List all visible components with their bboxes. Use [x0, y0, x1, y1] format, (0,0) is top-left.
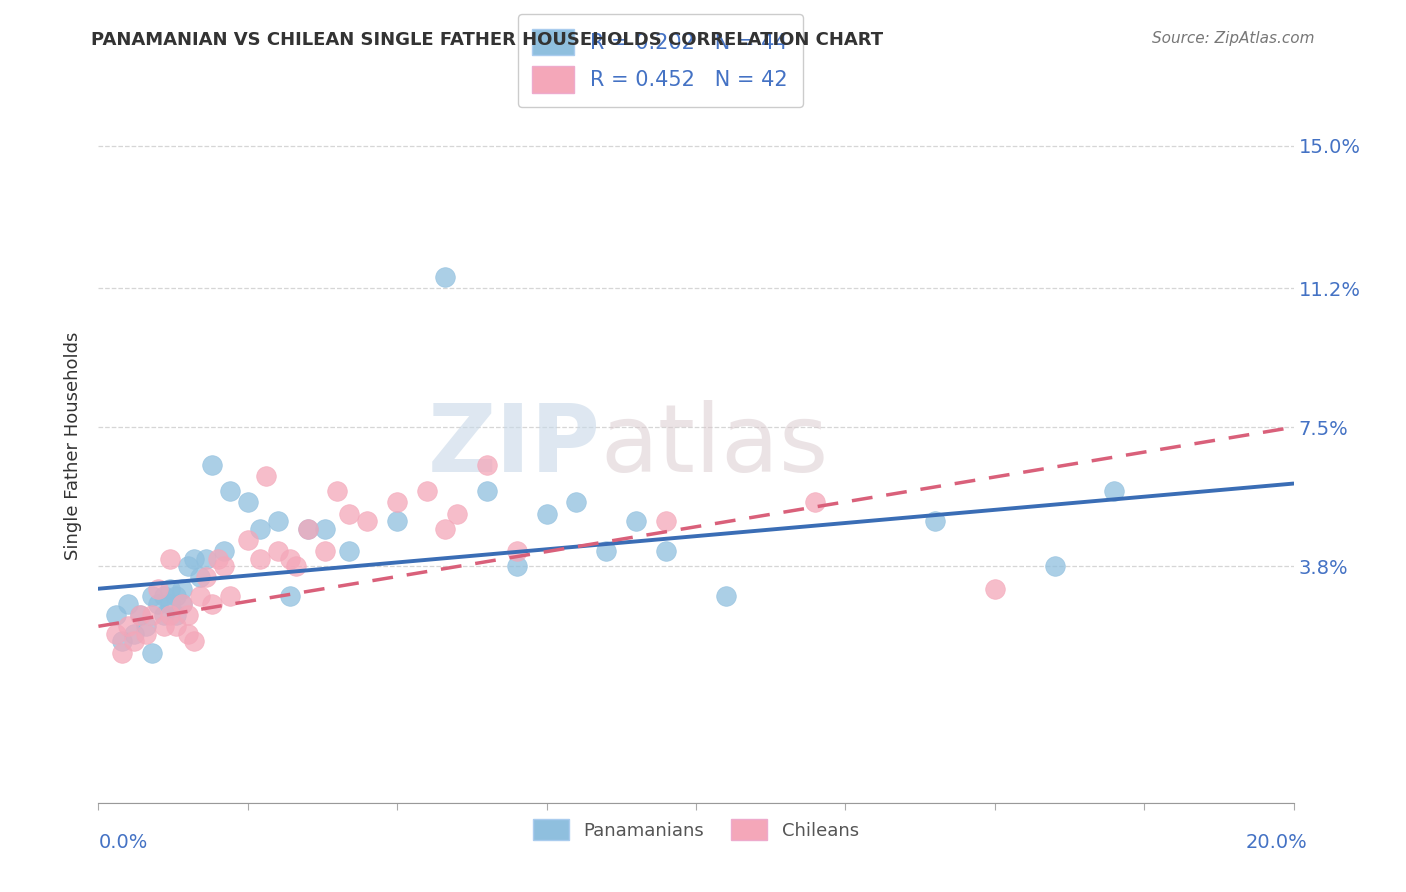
Point: [141, 646, 163, 660]
Text: atlas: atlas: [600, 400, 828, 492]
Point: [236, 495, 259, 509]
Point: [315, 522, 337, 536]
Point: [1104, 484, 1126, 499]
Point: [475, 458, 498, 472]
Point: [278, 589, 301, 603]
Point: [111, 646, 134, 660]
Point: [212, 559, 235, 574]
Point: [219, 589, 242, 603]
Point: [339, 507, 361, 521]
Point: [105, 627, 128, 641]
Point: [153, 607, 176, 622]
Point: [172, 597, 194, 611]
Point: [195, 570, 218, 584]
Point: [201, 458, 224, 472]
Point: [183, 551, 205, 566]
Point: [284, 559, 307, 574]
Point: [159, 597, 181, 611]
Point: [165, 619, 187, 633]
Point: [129, 607, 152, 622]
Text: PANAMANIAN VS CHILEAN SINGLE FATHER HOUSEHOLDS CORRELATION CHART: PANAMANIAN VS CHILEAN SINGLE FATHER HOUS…: [91, 31, 883, 49]
Point: [506, 559, 529, 574]
Point: [172, 582, 194, 596]
Point: [385, 514, 409, 528]
Point: [141, 607, 163, 622]
Point: [117, 597, 139, 611]
Point: [172, 597, 194, 611]
Point: [506, 544, 529, 558]
Point: [924, 514, 946, 528]
Point: [254, 469, 277, 483]
Point: [655, 514, 678, 528]
Point: [434, 522, 457, 536]
Y-axis label: Single Father Households: Single Father Households: [65, 332, 83, 560]
Point: [267, 514, 290, 528]
Text: ZIP: ZIP: [427, 400, 600, 492]
Point: [177, 607, 200, 622]
Point: [984, 582, 1007, 596]
Point: [207, 551, 229, 566]
Point: [315, 544, 337, 558]
Point: [148, 582, 170, 596]
Point: [356, 514, 378, 528]
Point: [595, 544, 617, 558]
Point: [153, 589, 176, 603]
Point: [434, 270, 457, 285]
Point: [249, 522, 271, 536]
Point: [165, 607, 187, 622]
Point: [714, 589, 737, 603]
Point: [159, 551, 181, 566]
Point: [339, 544, 361, 558]
Point: [183, 634, 205, 648]
Point: [153, 619, 176, 633]
Point: [141, 589, 163, 603]
Point: [446, 507, 468, 521]
Point: [177, 559, 200, 574]
Point: [278, 551, 301, 566]
Point: [177, 627, 200, 641]
Point: [124, 634, 146, 648]
Point: [249, 551, 271, 566]
Point: [385, 495, 409, 509]
Point: [188, 589, 211, 603]
Point: [1043, 559, 1066, 574]
Point: [129, 607, 152, 622]
Point: [135, 619, 157, 633]
Point: [159, 607, 181, 622]
Point: [267, 544, 290, 558]
Point: [804, 495, 827, 509]
Point: [219, 484, 242, 499]
Point: [111, 634, 134, 648]
Point: [536, 507, 558, 521]
Point: [165, 589, 187, 603]
Text: 20.0%: 20.0%: [1246, 833, 1308, 853]
Point: [297, 522, 319, 536]
Point: [148, 597, 170, 611]
Point: [297, 522, 319, 536]
Text: 0.0%: 0.0%: [98, 833, 148, 853]
Point: [195, 551, 218, 566]
Point: [105, 607, 128, 622]
Point: [159, 582, 181, 596]
Point: [655, 544, 678, 558]
Point: [201, 597, 224, 611]
Point: [626, 514, 648, 528]
Point: [188, 570, 211, 584]
Point: [135, 627, 157, 641]
Legend: Panamanians, Chileans: Panamanians, Chileans: [526, 812, 866, 847]
Point: [124, 627, 146, 641]
Point: [117, 619, 139, 633]
Point: [326, 484, 349, 499]
Point: [212, 544, 235, 558]
Point: [565, 495, 588, 509]
Point: [416, 484, 439, 499]
Point: [236, 533, 259, 547]
Text: Source: ZipAtlas.com: Source: ZipAtlas.com: [1152, 31, 1315, 46]
Point: [475, 484, 498, 499]
